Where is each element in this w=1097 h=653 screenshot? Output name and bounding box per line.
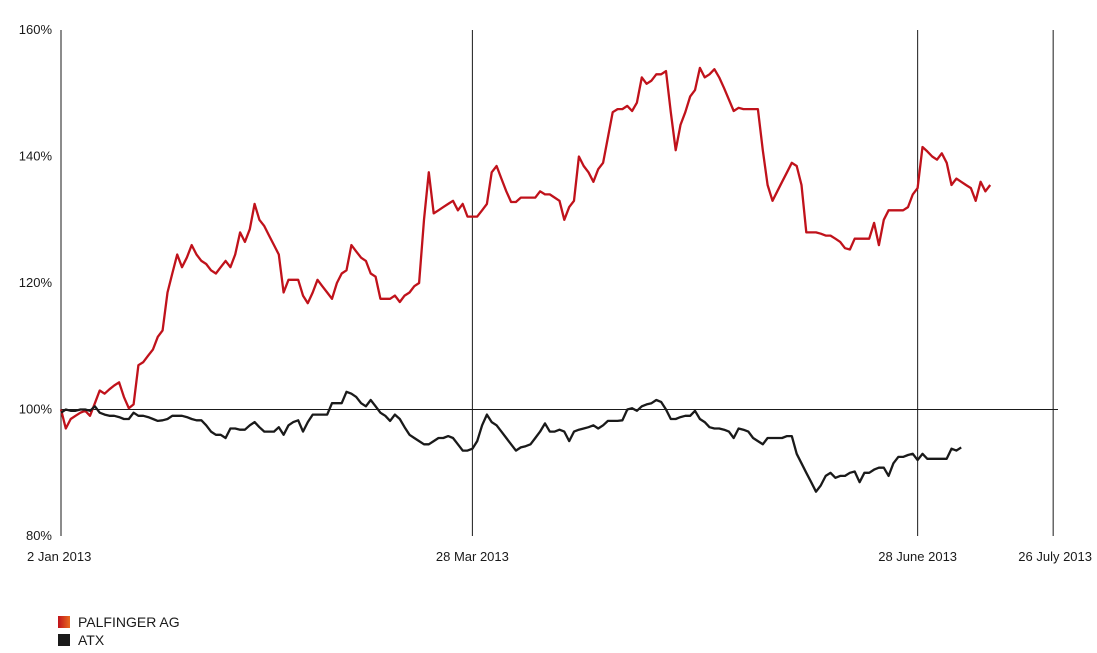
legend: PALFINGER AG ATX (58, 613, 180, 649)
legend-item-atx: ATX (58, 631, 180, 649)
y-tick-label: 160% (19, 22, 53, 37)
series-lines (59, 66, 992, 493)
series-line-palfinger (59, 66, 992, 430)
legend-item-palfinger: PALFINGER AG (58, 613, 180, 631)
y-tick-label: 100% (19, 402, 53, 417)
series-line-atx (60, 390, 962, 493)
y-tick-labels: 80% 100% 120% 140% 160% (19, 22, 53, 543)
y-tick-label: 80% (26, 528, 52, 543)
legend-label-palfinger: PALFINGER AG (78, 614, 180, 630)
legend-label-atx: ATX (78, 632, 105, 648)
legend-swatch-atx (58, 634, 70, 646)
date-markers: 2 Jan 2013 28 Mar 2013 28 June 2013 26 July… (27, 30, 1092, 564)
x-date-label: 2 Jan 2013 (27, 549, 91, 564)
y-tick-label: 120% (19, 275, 53, 290)
line-chart: 80% 100% 120% 140% 160% 2 Jan 2013 28 Mar 201… (19, 22, 1092, 564)
y-tick-label: 140% (19, 149, 53, 164)
axes (60, 30, 1058, 536)
x-date-label: 26 July 2013 (1018, 549, 1092, 564)
x-date-label: 28 June 2013 (878, 549, 957, 564)
legend-swatch-palfinger (58, 616, 70, 628)
x-date-label: 28 Mar 2013 (436, 549, 509, 564)
